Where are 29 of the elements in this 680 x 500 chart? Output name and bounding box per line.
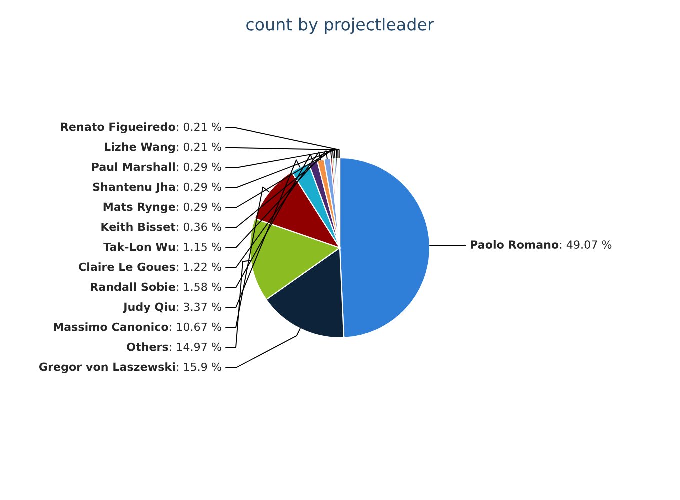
data-label: : 0.21 % [177, 142, 222, 152]
data-label: : 0.29 % [177, 202, 222, 212]
slice-label: Renato Figueiredo [61, 122, 176, 134]
data-label: : 10.67 % [170, 322, 222, 332]
data-label: : 14.97 % [170, 342, 222, 352]
data-label: : 1.22 % [177, 262, 222, 272]
slice-label: Tak-Lon Wu [104, 242, 175, 252]
data-label: : 0.29 % [177, 162, 222, 172]
slice-label: Massimo Canonico [54, 322, 168, 332]
data-label: : 0.36 % [177, 222, 222, 232]
data-label: : 1.15 % [177, 242, 222, 252]
slice-label: Shantenu Jha [93, 182, 176, 194]
data-label: : 0.29 % [177, 182, 222, 192]
slice-label: Mats Rynge [104, 202, 176, 214]
data-label: : 0.21 % [177, 122, 222, 132]
data-label: : 15.9 % [177, 362, 222, 372]
chart-title: count by projectleader [246, 18, 434, 34]
slice-label: Paolo Romano [471, 240, 559, 249]
slice-label: Others [127, 342, 168, 352]
slice-label: Randall Sobie [91, 282, 176, 292]
data-label: : 3.37 % [177, 302, 222, 312]
slice-label: Keith Bisset [102, 222, 176, 232]
slice-label: Judy Qiu [123, 302, 175, 314]
slice-label: Paul Marshall [92, 162, 175, 172]
slice-label: Lizhe Wang [105, 142, 175, 154]
slice-label: Claire Le Goues [79, 262, 176, 272]
data-label: : 1.58 % [177, 282, 222, 292]
slice-label: Gregor von Laszewski [39, 362, 175, 374]
data-label: : 49.07 % [560, 240, 612, 249]
